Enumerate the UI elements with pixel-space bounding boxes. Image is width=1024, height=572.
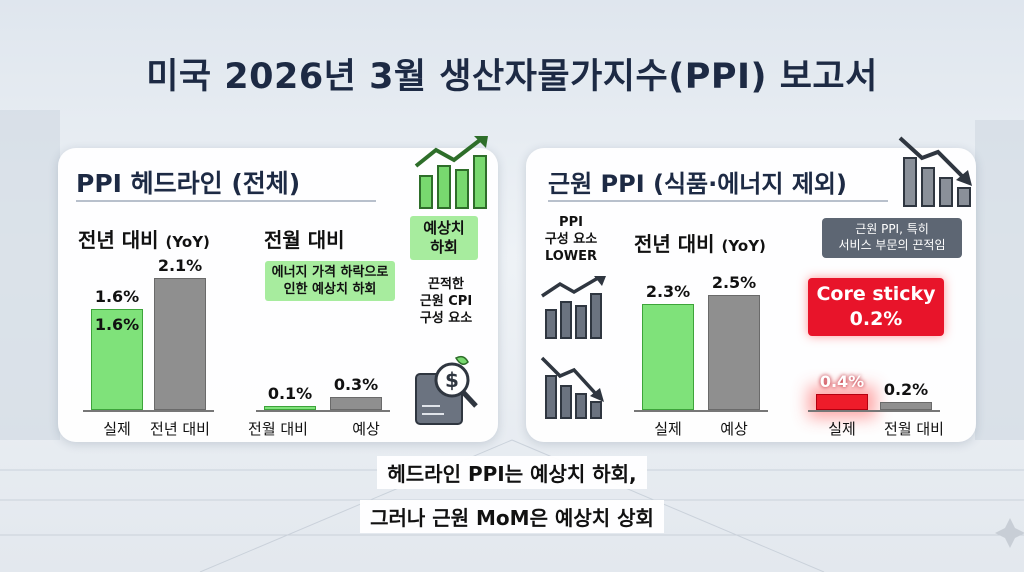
chart-baseline xyxy=(808,410,940,412)
title-divider xyxy=(76,200,376,202)
bar-actual xyxy=(91,309,143,410)
energy-note: 에너지 가격 하락으로 인한 예상치 하회 xyxy=(265,261,395,301)
core-ppi-panel: 근원 PPI (식품·에너지 제외) PPI 구성 요소 LOWER 전년 대비… xyxy=(526,136,976,442)
dollar-magnifier-document-icon: $ xyxy=(415,355,478,425)
data-label: 2.3% xyxy=(645,282,691,302)
core-sticky-tag: Core sticky 0.2% xyxy=(808,278,944,336)
title-divider xyxy=(548,200,888,202)
falling-bar-chart-icon xyxy=(540,356,604,419)
page-title: 미국 2026년 3월 생산자물가지수(PPI) 보고서 xyxy=(146,57,878,97)
category-label: 전월 대비 xyxy=(248,420,308,438)
chart-baseline xyxy=(634,410,768,412)
bar-comparison xyxy=(708,295,760,410)
chart-baseline xyxy=(256,410,390,412)
bar-actual xyxy=(816,394,868,410)
sticky-cpi-note: 끈적한 근원 CPI 구성 요소 xyxy=(419,277,473,326)
service-sticky-note: 근원 PPI, 특히 서비스 부문의 끈적임 xyxy=(822,218,962,258)
bar-comparison xyxy=(330,396,382,410)
data-label: 2.5% xyxy=(711,273,757,292)
data-label: 2.1% xyxy=(157,255,203,275)
core-panel-title: 근원 PPI (식품·에너지 제외) xyxy=(548,170,847,198)
category-label: 실제 xyxy=(103,420,131,438)
category-label: 예상 xyxy=(352,420,380,438)
svg-text:$: $ xyxy=(445,368,459,392)
falling-bar-chart-icon xyxy=(898,136,972,207)
category-label: 예상 xyxy=(720,420,748,438)
data-label: 0.3% xyxy=(333,374,379,394)
data-label: 0.1% xyxy=(267,383,313,403)
category-label: 실제 xyxy=(828,420,856,438)
headline-panel-title: PPI 헤드라인 (전체) xyxy=(76,169,301,198)
mom-subtitle: 전월 대비 xyxy=(264,228,345,252)
bar-comparison xyxy=(154,277,206,410)
data-label-inner: 1.6% xyxy=(94,315,140,335)
sparkle-icon xyxy=(995,518,1024,548)
category-label: 실제 xyxy=(654,420,682,438)
category-label: 전월 대비 xyxy=(884,420,944,438)
data-label: 0.4% xyxy=(819,372,865,391)
bar-comparison xyxy=(880,402,932,410)
category-label: 전년 대비 xyxy=(150,420,210,438)
conclusion-line-2: 그러나 근원 MoM은 예상치 상회 xyxy=(322,500,702,533)
below-expectations-tag: 예상치 하회 xyxy=(410,216,478,260)
ppi-components-lower-note: PPI 구성 요소 LOWER xyxy=(544,215,598,264)
chart-baseline xyxy=(83,410,214,412)
data-label: 1.6% xyxy=(94,287,140,307)
headline-ppi-panel: PPI 헤드라인 (전체) 전년 대비 (YoY) 전월 대비 에너지 가격 하… xyxy=(58,136,498,442)
rising-bar-chart-icon xyxy=(541,276,606,339)
yoy-subtitle: 전년 대비 (YoY) xyxy=(78,228,210,252)
conclusion-line-1: 헤드라인 PPI는 예상치 하회, xyxy=(322,456,702,489)
rising-bar-chart-icon xyxy=(414,136,488,209)
bar-actual xyxy=(264,405,316,410)
core-yoy-subtitle: 전년 대비 (YoY) xyxy=(634,232,766,256)
bar-actual xyxy=(642,304,694,410)
data-label: 0.2% xyxy=(883,380,929,399)
